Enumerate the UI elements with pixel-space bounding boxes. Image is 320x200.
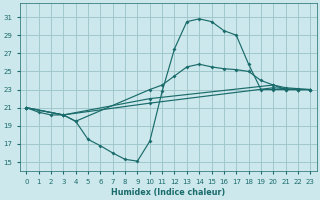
X-axis label: Humidex (Indice chaleur): Humidex (Indice chaleur): [111, 188, 226, 197]
